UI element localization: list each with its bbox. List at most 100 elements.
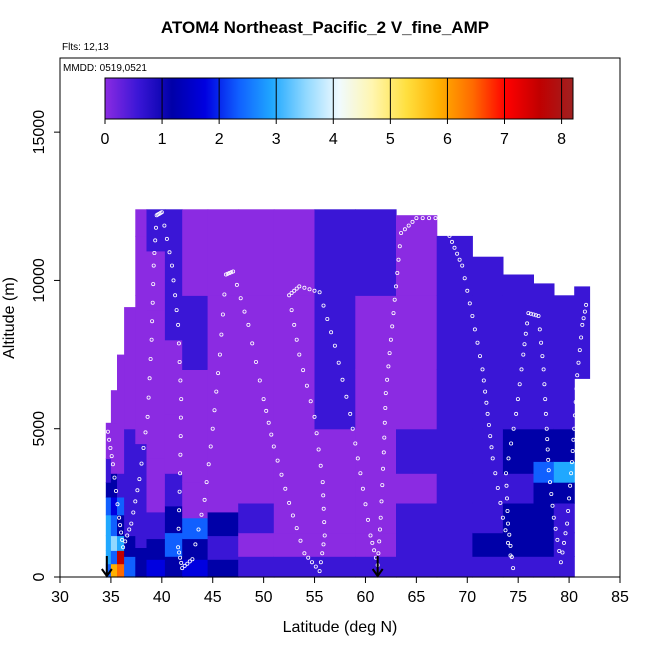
y-axis-label: Altitude (m): [1, 277, 18, 359]
track-point: [164, 236, 169, 241]
heatmap-cell: [273, 556, 316, 578]
track-point: [297, 284, 302, 289]
heatmap-cell: [124, 556, 136, 578]
heatmap-cell: [105, 496, 112, 516]
track-point: [377, 527, 382, 532]
track-point: [289, 308, 294, 313]
track-point: [193, 542, 198, 547]
heatmap-cell: [238, 473, 275, 504]
track-point: [540, 354, 545, 359]
track-point: [387, 351, 392, 356]
track-point: [147, 376, 152, 381]
track-point: [392, 297, 397, 302]
track-point: [107, 437, 112, 442]
track-point: [562, 540, 567, 545]
track-point: [212, 408, 217, 413]
heatmap-cell: [355, 473, 397, 504]
track-point: [514, 411, 519, 416]
track-point: [350, 426, 355, 431]
track-point: [125, 533, 130, 538]
heatmap-cell: [472, 369, 504, 430]
track-point: [269, 432, 274, 437]
track-point: [385, 377, 390, 382]
track-point: [522, 342, 527, 347]
track-point: [391, 311, 396, 316]
heatmap-cell: [207, 473, 239, 513]
track-point: [376, 551, 381, 556]
heatmap-cell: [436, 428, 473, 474]
track-point: [380, 466, 385, 471]
track-point: [574, 386, 579, 391]
track-point: [118, 523, 123, 528]
track-point: [148, 356, 153, 361]
track-point: [227, 270, 232, 275]
heatmap-cell: [117, 563, 125, 578]
heatmap-cell: [314, 556, 356, 578]
track-point: [271, 444, 276, 449]
profile-arrows: [101, 556, 384, 578]
heatmap-cell: [238, 369, 275, 430]
track-point: [567, 496, 572, 501]
track-point: [117, 515, 122, 520]
heatmap-cell: [436, 502, 473, 534]
track-point: [322, 533, 327, 538]
track-point: [178, 452, 183, 457]
heatmap-cell: [182, 209, 209, 296]
track-point: [383, 391, 388, 396]
track-point: [219, 332, 224, 337]
track-point: [566, 508, 571, 513]
track-point: [381, 450, 386, 455]
track-point: [536, 313, 541, 318]
heatmap-cell: [355, 428, 397, 474]
track-point: [325, 316, 330, 321]
heatmap-cell: [314, 369, 356, 430]
track-point: [234, 282, 239, 287]
heatmap-cell: [355, 532, 397, 557]
heatmap-cell: [146, 250, 166, 311]
track-point: [507, 532, 512, 537]
heatmap-cell: [355, 502, 397, 534]
track-point: [321, 506, 326, 511]
track-point: [153, 225, 158, 230]
track-point: [452, 245, 457, 250]
track-point: [505, 508, 510, 513]
track-point: [508, 543, 513, 548]
track-point: [304, 383, 309, 388]
track-point: [480, 367, 485, 372]
track-point: [231, 269, 236, 274]
track-point: [187, 559, 192, 564]
track-point: [439, 216, 444, 221]
track-point: [498, 500, 503, 505]
track-point: [584, 302, 589, 307]
track-point: [444, 227, 449, 232]
heatmap-cell: [164, 556, 183, 578]
track-point: [557, 549, 562, 554]
track-point: [483, 389, 488, 394]
track-point: [302, 285, 307, 290]
track-point: [179, 397, 184, 402]
heatmap-cell: [314, 473, 356, 504]
track-point: [353, 441, 358, 446]
track-point: [127, 527, 132, 532]
track-point: [182, 563, 187, 568]
track-point: [180, 566, 185, 571]
heatmap-cell: [117, 535, 125, 551]
heatmap-cell: [273, 502, 316, 534]
heatmap-cell: [472, 473, 504, 504]
track-point: [525, 321, 530, 326]
track-point: [298, 538, 303, 543]
track-point: [149, 337, 154, 342]
track-point: [204, 480, 209, 485]
track-point: [320, 551, 325, 556]
x-axis-label: Latitude (deg N): [283, 619, 398, 636]
track-point: [110, 462, 115, 467]
track-point: [216, 371, 221, 376]
track-point: [521, 352, 526, 357]
heatmap-cell: [135, 235, 148, 296]
track-point: [462, 276, 467, 281]
track-point: [378, 515, 383, 520]
x-tick-label: 45: [204, 589, 222, 606]
track-point: [396, 257, 401, 262]
heatmap-cell: [117, 413, 125, 474]
